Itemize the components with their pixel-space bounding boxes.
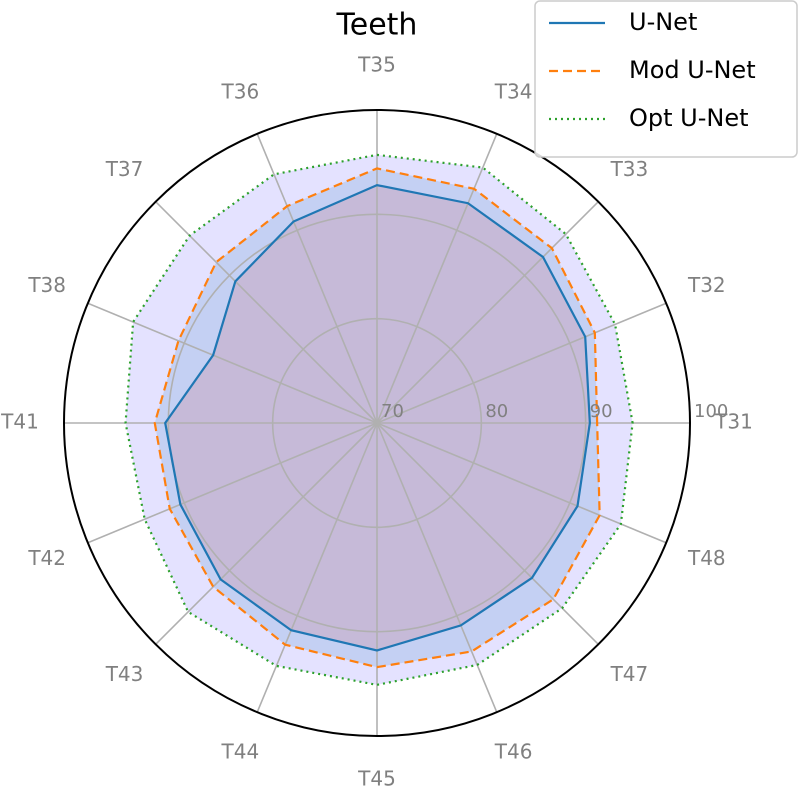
category-label: T35: [357, 53, 396, 77]
legend-label: Mod U-Net: [629, 56, 756, 84]
category-label: T31: [714, 410, 753, 434]
outer-circle: [63, 109, 691, 737]
series-line: [153, 167, 601, 669]
r-tick-label: 70: [381, 401, 404, 422]
spoke: [155, 201, 378, 424]
spoke: [155, 422, 378, 645]
spoke: [376, 201, 599, 424]
category-label: T48: [687, 546, 726, 570]
category-label: T34: [494, 80, 533, 104]
category-label: T32: [687, 273, 726, 297]
category-label: T42: [27, 546, 66, 570]
legend: U-Net Mod U-Net Opt U-Net: [534, 0, 798, 158]
category-label: T38: [27, 273, 66, 297]
grid-circle: [167, 213, 587, 633]
category-label: T41: [0, 410, 39, 434]
legend-label: Opt U-Net: [629, 104, 749, 132]
category-label: T45: [357, 767, 396, 791]
category-label: T36: [221, 80, 260, 104]
spoke: [87, 422, 378, 544]
spoke: [376, 422, 667, 544]
grid-circle: [271, 317, 483, 529]
spoke: [376, 302, 667, 424]
spoke: [256, 422, 378, 713]
category-label: T37: [105, 157, 144, 181]
category-label: T44: [221, 739, 260, 763]
chart-title: Teeth: [336, 8, 418, 43]
category-label: T47: [610, 662, 649, 686]
series-line: [164, 183, 591, 652]
r-tick-label: 80: [485, 401, 508, 422]
r-tick-label: 100: [694, 401, 728, 422]
legend-box: [534, 0, 798, 158]
category-label: T43: [105, 662, 144, 686]
spoke: [87, 302, 378, 424]
spoke: [256, 133, 378, 424]
category-label: T33: [610, 157, 649, 181]
r-tick-label: 90: [590, 401, 613, 422]
series-line: [124, 153, 634, 686]
legend-label: U-Net: [629, 8, 697, 36]
category-label: T46: [494, 739, 533, 763]
spoke: [376, 133, 498, 424]
